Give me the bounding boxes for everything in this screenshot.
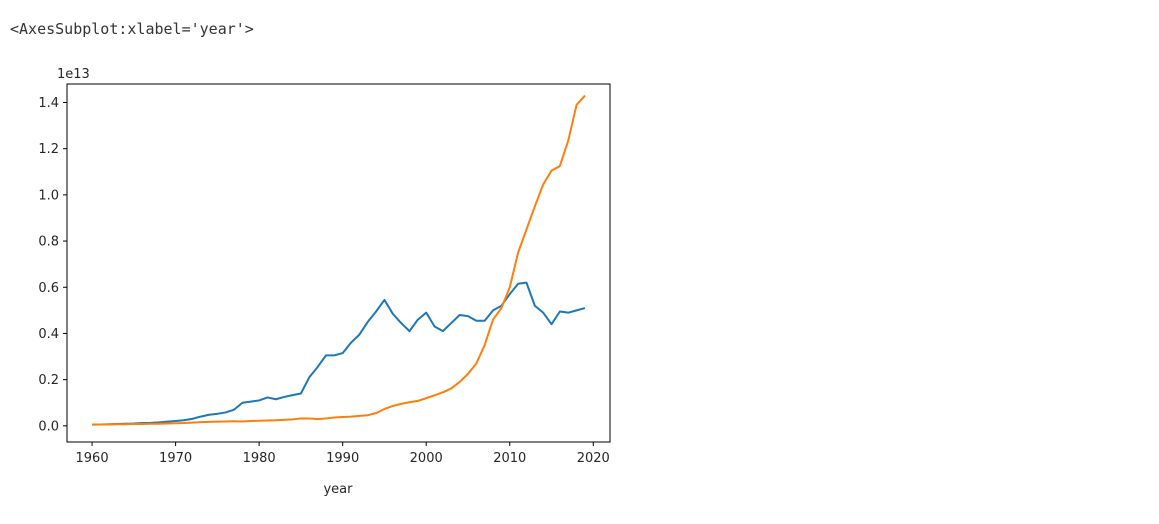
y-axis-ticks: 0.0 0.2 0.4 0.6 0.8 1.0 1.2 1.4 [38,96,67,434]
series-line-1 [92,281,586,426]
x-tick-label: 2020 [577,451,610,466]
x-tick-label: 2000 [410,451,443,466]
x-axis-label: year [323,482,353,497]
series-layer [92,94,586,426]
y-tick-label: 1.4 [38,96,59,111]
x-axis-ticks: 1960 1970 1980 1990 2000 2010 2020 [76,442,610,466]
output-repr-text: <AxesSubplot:xlabel='year'> [10,20,254,38]
x-tick-label: 2010 [493,451,526,466]
y-offset-label: 1e13 [57,67,90,82]
x-tick-label: 1960 [76,451,109,466]
y-tick-label: 0.4 [38,327,59,342]
series-line-2 [92,94,586,426]
y-tick-label: 0.8 [38,235,59,250]
y-tick-label: 1.0 [38,188,59,203]
y-tick-label: 0.6 [38,281,59,296]
x-tick-label: 1990 [326,451,359,466]
y-tick-label: 1.2 [38,142,59,157]
y-tick-label: 0.0 [38,419,59,434]
x-tick-label: 1970 [159,451,192,466]
y-tick-label: 0.2 [38,373,59,388]
x-tick-label: 1980 [243,451,276,466]
plot-frame [66,83,611,443]
